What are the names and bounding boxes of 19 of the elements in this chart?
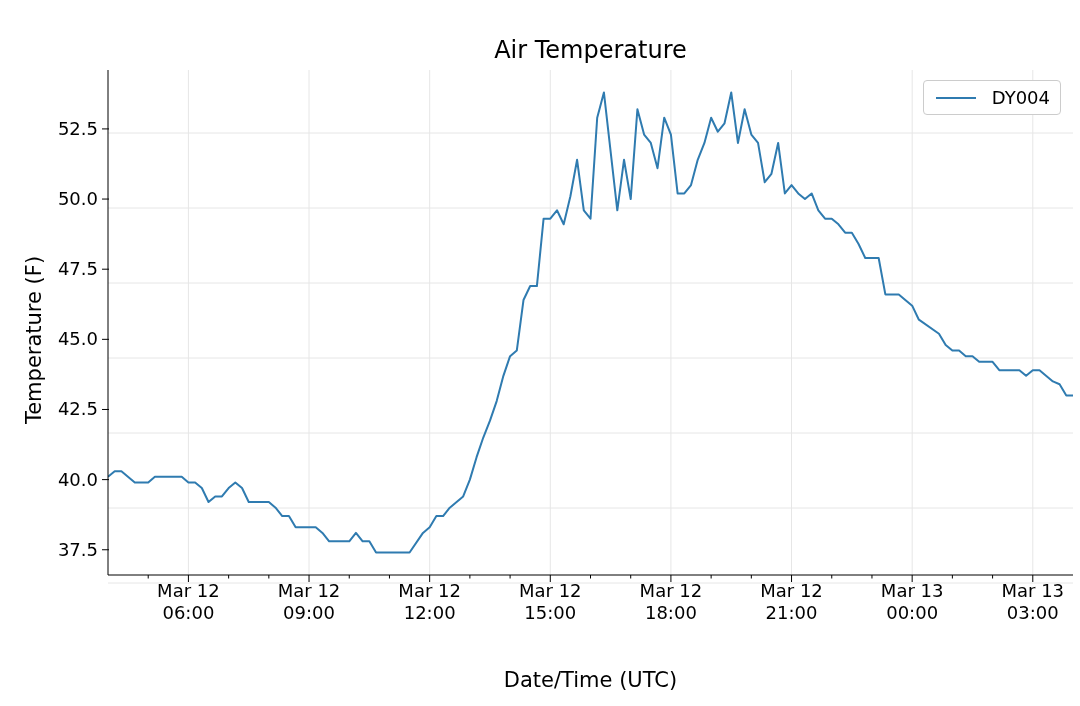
x-tick-label: Mar 12 06:00 [157,580,220,623]
y-axis-title: Temperature (F) [22,255,47,425]
y-tick-label: 37.5 [57,538,98,560]
x-tick-label: Mar 12 09:00 [277,580,341,623]
y-tick-label: 40.0 [57,468,98,490]
y-tick-label: 42.5 [57,398,98,420]
x-tick-label: Mar 12 15:00 [518,580,582,623]
x-tick-label: Mar 12 18:00 [639,580,703,623]
y-tick-label: 47.5 [57,258,98,280]
y-tick-label: 45.0 [57,328,98,350]
x-tick-label: Mar 12 21:00 [760,580,823,623]
y-tick-label: 50.0 [57,188,98,210]
x-axis-title: Date/Time (UTC) [502,668,679,692]
x-tick-label: Mar 12 12:00 [398,580,461,623]
y-tick-label: 52.5 [57,117,98,139]
x-tick-label: Mar 13 03:00 [1001,580,1065,623]
legend-label: DY004 [991,87,1050,108]
x-tick-label: Mar 13 00:00 [880,580,944,623]
chart-title: Air Temperature [493,36,688,64]
